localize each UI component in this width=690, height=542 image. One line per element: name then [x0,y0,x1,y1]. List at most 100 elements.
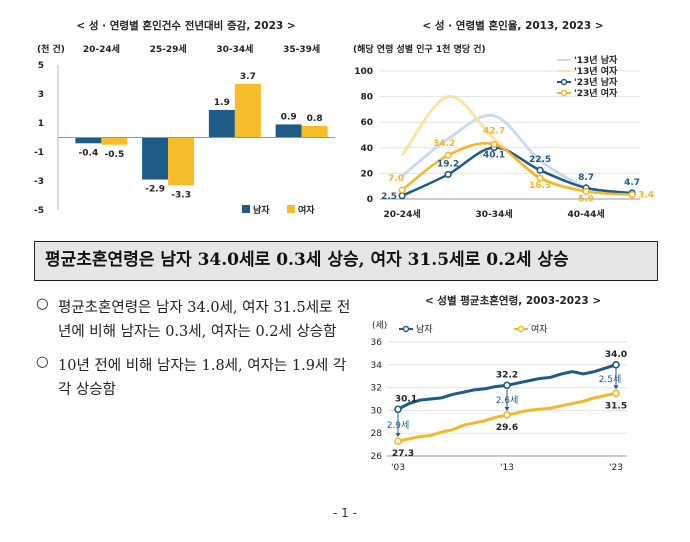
bar-male [208,109,235,138]
bar-male [75,137,102,144]
y-tick-label: 36 [371,338,383,348]
chart1-title: < 성 · 연령별 혼인건수 전년대비 증감, 2023 > [76,19,295,32]
chart1-legend: 남자 여자 [242,204,315,216]
data-point [398,186,406,194]
data-label-male-23: 2.5 [381,192,397,202]
legend-label: '23년 여자 [574,87,618,99]
data-point [503,411,511,419]
bar-female [301,125,328,138]
series-line-3 [401,142,633,196]
y-tick-label: 34 [371,361,383,371]
marriage-rate-line-chart: < 성 · 연령별 혼인율, 2013, 2023 > (해당 연령 성별 인구… [353,19,654,220]
data-point [612,361,620,369]
bar-value-label: -0.4 [79,148,99,158]
data-point [503,381,511,390]
y-tick-label: 3 [38,90,44,100]
data-label-female-23: 5.9 [578,194,594,204]
chart2-unit: (해당 연령 성별 인구 1천 명당 건) [353,43,486,55]
bullet-mark: ○ [36,296,49,312]
legend-female-label: 여자 [298,204,315,216]
annotation-label: 2.6세 [496,395,519,406]
y-tick-label: 1 [38,119,44,129]
chart2-title: < 성 · 연령별 혼인율, 2013, 2023 > [422,19,603,32]
data-point [394,437,402,445]
marriage-change-bar-chart: < 성 · 연령별 혼인건수 전년대비 증감, 2023 > (천 건) 20-… [34,19,335,216]
y-tick-label: -3 [34,177,44,187]
data-label-female-23: 34.2 [433,139,455,149]
x-tick-label: 40-44세 [568,208,605,220]
x-tick-label: '13 [500,463,514,473]
x-tick-label: 20-24세 [384,208,421,220]
bullet-text: 평균초혼연령은 남자 34.0세, 여자 31.5세로 전년에 비해 남자는 0… [58,300,351,340]
bar-value-label: -0.5 [105,150,125,160]
y-tick-label: 40 [360,144,373,154]
data-label-male: 30.1 [395,394,417,404]
chart3-unit: (세) [372,320,387,331]
bar-value-label: 1.9 [214,98,230,108]
data-point [398,192,406,200]
bar-female [101,137,128,145]
legend-marker [560,89,568,97]
data-label-female-23: 16.3 [529,181,551,191]
legend-male-label: 남자 [416,324,433,335]
first-marriage-age-line-chart: < 성별 평균초혼연령, 2003-2023 > (세) 남자 여자 36 34 3… [371,294,628,473]
bar-value-label: -3.3 [171,190,191,200]
bullet-item: ○ 10년 전에 비해 남자는 1.8세, 여자는 1.9세 각각 상승함 [36,354,356,402]
data-point [612,389,620,398]
annotation-label: 2.9세 [387,420,410,431]
y-tick-label: -1 [34,148,44,158]
legend-label: '13년 여자 [574,65,618,77]
annotation-arrowhead [395,433,401,438]
legend-female-swatch [287,205,295,213]
annotation-arrowhead [504,406,510,411]
data-label-male-23: 40.1 [483,151,505,161]
data-point [582,187,590,196]
legend-marker [560,78,568,86]
data-label-male-23: 22.5 [529,155,551,165]
annotation-arrowhead [613,385,619,390]
data-point [444,170,452,179]
bar-value-label: 0.8 [307,114,323,124]
y-tick-label: 60 [360,118,373,128]
annotation-label: 2.5세 [599,374,622,385]
legend-label: '23년 남자 [574,76,618,88]
legend-label: '13년 남자 [574,54,618,66]
y-tick-label: 100 [354,67,373,77]
y-tick-label: 0 [367,195,373,205]
bar-female [168,137,195,186]
data-label-female: 27.3 [392,449,414,459]
group-label: 30-34세 [216,43,253,55]
legend-female-marker [517,325,525,333]
data-label-female: 31.5 [605,401,627,411]
bullet-mark: ○ [36,354,49,370]
bullet-item: ○ 평균초혼연령은 남자 34.0세, 여자 31.5세로 전년에 비해 남자는… [36,296,356,344]
data-label-female-23: 7.0 [388,174,404,184]
bar-male [142,137,169,180]
series-line-0 [401,113,587,191]
bar-female [234,83,261,138]
data-point [628,191,636,199]
data-point [490,140,498,148]
bar-value-label: 3.7 [240,72,256,82]
x-tick-label: '03 [391,463,405,473]
data-point [394,405,402,414]
data-label-female-23: 42.7 [483,126,505,136]
data-label-male-23: 19.2 [437,159,459,169]
group-label: 20-24세 [83,43,120,55]
data-label-male-23: 8.7 [578,173,594,183]
bullet-text: 10년 전에 비해 남자는 1.8세, 여자는 1.9세 각각 상승함 [58,358,347,398]
data-point [444,151,452,159]
data-point [536,174,544,182]
y-tick-label: 30 [371,406,383,416]
series-line-2 [401,146,633,197]
y-tick-label: 26 [371,452,383,462]
data-label-male-23: 4.7 [624,178,640,188]
bullet-list: ○ 평균초혼연령은 남자 34.0세, 여자 31.5세로 전년에 비해 남자는… [36,296,356,412]
y-tick-label: 80 [360,93,373,103]
chart3-title: < 성별 평균초혼연령, 2003-2023 > [425,294,601,307]
x-tick-label: '23 [609,463,623,473]
chart2-legend: '13년 남자'13년 여자'23년 남자'23년 여자 [557,54,618,99]
y-tick-label: 32 [371,384,382,394]
chart1-unit: (천 건) [37,43,65,55]
bar-value-label: -2.9 [145,185,165,195]
